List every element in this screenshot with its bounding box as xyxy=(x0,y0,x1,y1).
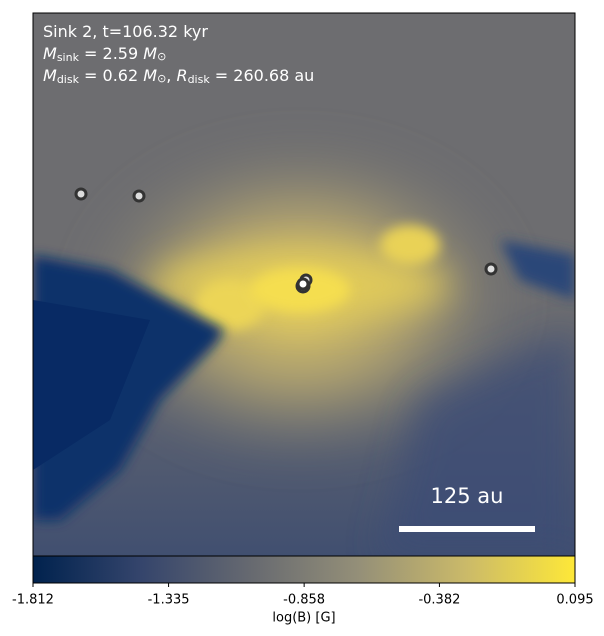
annotation: Sink 2, t=106.32 kyr xyxy=(43,22,208,41)
tick-label: 0.095 xyxy=(556,593,593,608)
annotation-part: ⊙ xyxy=(157,50,166,63)
colorbar-label: log(B) [G] xyxy=(272,611,335,626)
annotation: Msink = 2.59 M⊙ xyxy=(43,44,166,65)
colorbar: -1.812 -1.335 -0.858 -0.382 0.095 xyxy=(12,555,594,608)
colorbar-fill xyxy=(32,555,576,584)
annotation-part: disk xyxy=(57,73,80,86)
annotation-part: = 2.59 xyxy=(79,44,143,63)
annotation-part: , xyxy=(166,66,176,85)
annotation-part: M xyxy=(43,66,57,85)
annotation-part: sink xyxy=(57,51,80,64)
sinks xyxy=(74,187,498,294)
annotation-part: disk xyxy=(188,73,211,86)
scale-bar-label: 125 au xyxy=(431,484,504,508)
sink xyxy=(484,262,498,276)
annotation-part: = 260.68 au xyxy=(210,66,315,85)
annotation: Mdisk = 0.62 M⊙, Rdisk = 260.68 au xyxy=(43,66,314,87)
sink xyxy=(296,277,310,291)
annotation-part: Sink 2, t=106.32 kyr xyxy=(43,22,208,41)
tick-label: -1.812 xyxy=(12,593,54,608)
annotation-part: M xyxy=(143,66,157,85)
field-map xyxy=(33,13,575,556)
scale-bar xyxy=(399,526,535,532)
sink xyxy=(74,187,88,201)
annotation-part: ⊙ xyxy=(157,72,166,85)
annotation-part: M xyxy=(43,44,57,63)
annotation-part: = 0.62 xyxy=(79,66,143,85)
sink xyxy=(132,189,146,203)
tick-label: -0.858 xyxy=(283,593,325,608)
annotation-part: R xyxy=(176,66,187,85)
tick-label: -1.335 xyxy=(148,593,190,608)
annotation-part: M xyxy=(143,44,157,63)
tick-label: -0.382 xyxy=(418,593,460,608)
